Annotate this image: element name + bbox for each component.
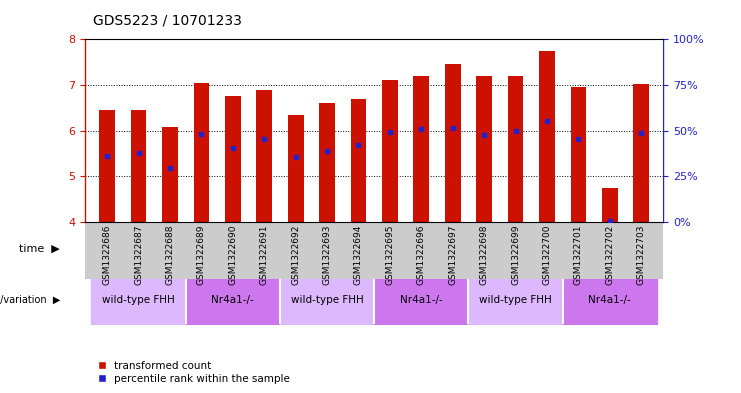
Text: Nr4a1-/-: Nr4a1-/-	[588, 295, 631, 305]
Bar	[634, 84, 649, 222]
Text: wild-type FHH: wild-type FHH	[290, 295, 364, 305]
Text: wild-type FHH: wild-type FHH	[479, 295, 552, 305]
Text: Nr4a1-/-: Nr4a1-/-	[400, 295, 442, 305]
Bar	[508, 76, 523, 222]
Bar	[99, 110, 115, 222]
Text: time  ▶: time ▶	[19, 244, 60, 253]
Legend: transformed count, percentile rank within the sample: transformed count, percentile rank withi…	[98, 361, 290, 384]
Bar	[225, 96, 241, 222]
Bar	[288, 115, 304, 222]
Bar	[539, 51, 555, 222]
Bar	[350, 99, 366, 222]
Bar	[602, 188, 618, 222]
Text: week 24: week 24	[536, 242, 589, 255]
Bar	[476, 76, 492, 222]
Bar	[382, 81, 398, 222]
Text: wild-type FHH: wild-type FHH	[102, 295, 175, 305]
Text: GDS5223 / 10701233: GDS5223 / 10701233	[93, 13, 242, 28]
Bar	[445, 64, 461, 222]
Bar	[571, 87, 586, 222]
Bar	[130, 110, 147, 222]
Text: week 16: week 16	[348, 242, 401, 255]
Bar	[162, 127, 178, 222]
Bar	[256, 90, 272, 222]
Bar	[193, 83, 209, 222]
Text: Nr4a1-/-: Nr4a1-/-	[211, 295, 254, 305]
Text: genotype/variation  ▶: genotype/variation ▶	[0, 295, 60, 305]
Text: week 8: week 8	[163, 242, 208, 255]
Bar	[413, 76, 429, 222]
Bar	[319, 103, 335, 222]
